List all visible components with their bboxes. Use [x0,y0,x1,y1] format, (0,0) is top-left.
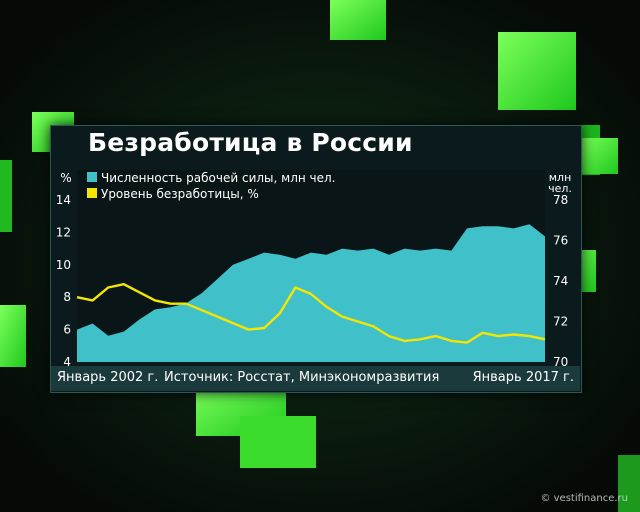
y-left-tick-label: 6 [63,323,71,337]
period-start-label: Январь 2002 г. [57,370,159,385]
chart-footer: Январь 2002 г. Источник: Росстат, Минэко… [51,366,580,391]
watermark: © vestifinance.ru [540,493,628,504]
source-label: Источник: Росстат, Минэкономразвития [164,370,440,385]
legend-label: Численность рабочей силы, млн чел. [101,171,336,185]
y-right-tick-label: 76 [553,234,568,248]
y-right-tick-label: 74 [553,274,568,288]
chart-title: Безработица в России [88,128,413,157]
legend-swatch [87,172,97,182]
y-right-tick-label: 72 [553,315,568,329]
y-right-tick-label: 78 [553,193,568,207]
y-left-tick-label: 10 [56,258,71,272]
period-end-label: Январь 2017 г. [472,370,574,385]
y-right-tick-label: 70 [553,355,568,369]
y-left-tick-label: 12 [56,225,71,239]
y-left-unit-label: % [60,171,71,185]
y-right-unit-label: млн [549,171,572,184]
y-left-tick-label: 4 [63,355,71,369]
legend-label: Уровень безработицы, % [101,187,259,201]
y-left-tick-label: 14 [56,193,71,207]
y-right-unit-label: чел. [548,182,572,195]
unemployment-line [76,283,546,344]
legend-swatch [87,188,97,198]
y-left-tick-label: 8 [63,290,71,304]
